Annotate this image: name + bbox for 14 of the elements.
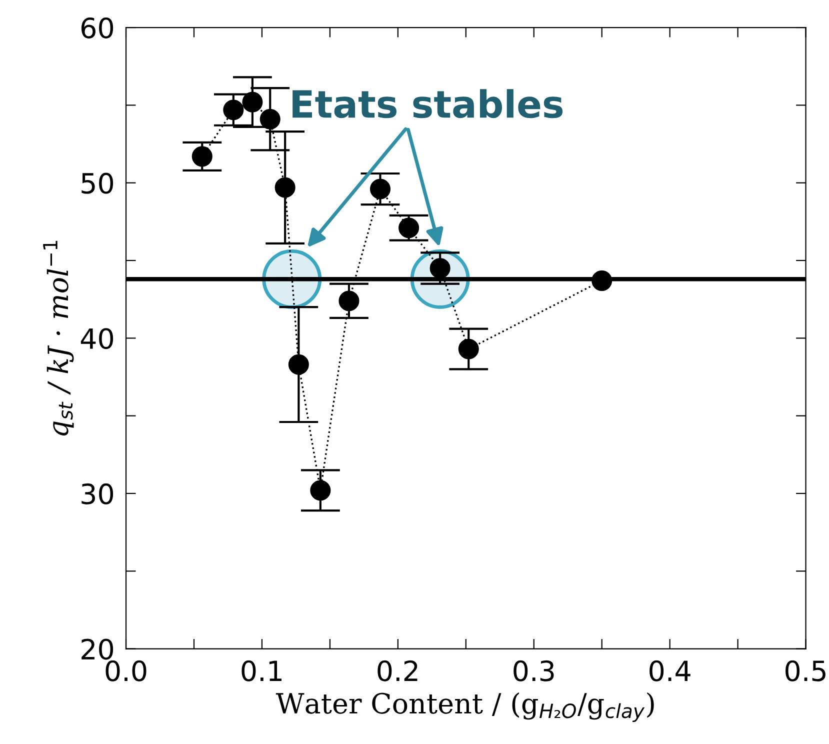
x-tick-label: 0.5 xyxy=(786,660,826,682)
x-tick-label: 0.2 xyxy=(378,660,418,682)
annotation: Etats stables xyxy=(292,89,563,118)
x-tick-label: 0.1 xyxy=(242,660,282,682)
x-tick-label: 0.4 xyxy=(650,660,690,682)
y-tick-label: 40 xyxy=(80,328,114,350)
y-tick-label: 20 xyxy=(82,638,114,660)
y-axis-title: q$_{st}$ / kJ · mol$^{−1}$ xyxy=(43,240,74,436)
x-tick-label: 0.0 xyxy=(106,660,146,682)
y-tick-label: 50 xyxy=(82,172,114,194)
y-tick-label: 60 xyxy=(81,17,114,38)
x-axis-title: Water Content / (g$_{H₂O}$/g$_{clay}$) xyxy=(276,692,654,722)
y-tick-label: 30 xyxy=(82,483,114,504)
x-tick-label: 0.3 xyxy=(514,660,554,682)
